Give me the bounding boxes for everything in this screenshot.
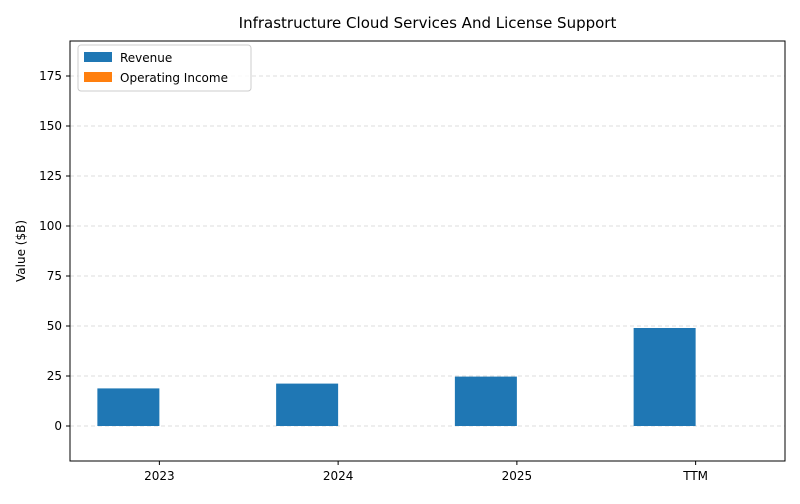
bar-revenue <box>97 388 160 426</box>
legend-label: Operating Income <box>120 71 228 85</box>
x-tick-label: 2025 <box>502 469 533 483</box>
legend: Revenue Operating Income <box>77 44 252 92</box>
y-tick-label: 0 <box>54 419 62 433</box>
legend-swatch <box>84 72 112 82</box>
legend-box <box>77 44 252 92</box>
x-tick-label: 2024 <box>323 469 354 483</box>
x-tick-label: 2023 <box>144 469 175 483</box>
plot-frame <box>69 40 786 462</box>
bars <box>97 328 696 426</box>
y-tick-label: 75 <box>47 269 62 283</box>
chart-title: Infrastructure Cloud Services And Licens… <box>239 14 617 32</box>
x-axis: 2023 2024 2025 TTM <box>144 461 708 483</box>
legend-swatch <box>84 52 112 62</box>
y-tick-label: 150 <box>39 119 62 133</box>
y-axis-label: Value ($B) <box>14 220 28 282</box>
y-tick-label: 100 <box>39 219 62 233</box>
bar-revenue <box>454 376 517 426</box>
x-tick-label: TTM <box>682 469 708 483</box>
y-tick-label: 25 <box>47 369 62 383</box>
bar-revenue <box>633 328 696 426</box>
bar-revenue <box>276 383 339 426</box>
y-tick-label: 50 <box>47 319 62 333</box>
legend-label: Revenue <box>120 51 172 65</box>
y-tick-label: 125 <box>39 169 62 183</box>
y-tick-label: 175 <box>39 69 62 83</box>
y-axis: 0 25 50 75 100 125 150 175 <box>39 69 70 433</box>
